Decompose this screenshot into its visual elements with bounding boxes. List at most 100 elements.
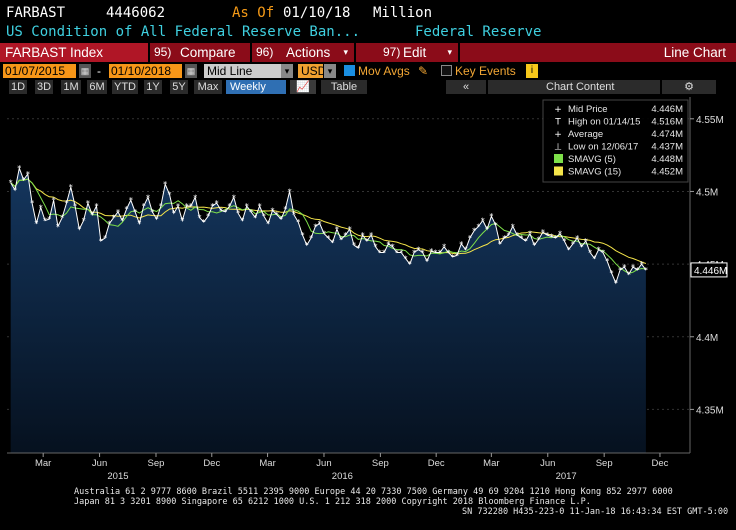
period-ytd[interactable]: YTD [112, 80, 138, 94]
price-point-marker: * [562, 237, 566, 246]
price-point-marker: * [69, 183, 73, 192]
currency-dropdown[interactable]: USD [298, 64, 326, 78]
price-point-marker: * [438, 248, 442, 257]
unit-label: Million [373, 5, 433, 21]
description-row: US Condition of All Federal Reserve Ban.… [0, 24, 736, 44]
price-point-marker: * [567, 246, 571, 255]
price-point-marker: * [180, 217, 184, 226]
price-point-marker: * [515, 231, 519, 240]
start-date-field[interactable]: 01/07/2015 [3, 64, 76, 78]
mode-dropdown[interactable]: Mid Line [204, 64, 292, 78]
period-6m[interactable]: 6M [87, 80, 107, 94]
price-point-marker: * [9, 179, 13, 188]
price-point-marker: * [22, 176, 26, 185]
x-month-label: Jun [540, 458, 555, 469]
price-point-marker: * [167, 190, 171, 199]
period-1d[interactable]: 1D [9, 80, 27, 94]
frequency-dropdown[interactable]: Weekly [226, 80, 286, 94]
legend-low-marker-icon: ⊥ [554, 143, 562, 153]
price-point-marker: * [610, 269, 614, 278]
price-point-marker: * [476, 222, 480, 231]
price-point-marker: * [507, 231, 511, 240]
start-calendar-icon[interactable]: ▦ [79, 64, 91, 78]
price-point-marker: * [571, 240, 575, 249]
edit-button[interactable]: 97) Edit ▾ [356, 43, 458, 62]
legend-smavg15-swatch [554, 166, 563, 176]
legend-smavg15-label: SMAVG (15) [568, 167, 621, 178]
period-1m[interactable]: 1M [61, 80, 81, 94]
price-point-marker: * [159, 202, 163, 211]
legend-average-label: Average [568, 129, 603, 140]
mov-avgs-checkbox[interactable] [344, 65, 355, 76]
legend-mid-price-label: Mid Price [568, 104, 608, 115]
price-point-marker: * [185, 202, 189, 211]
index-field[interactable]: FARBAST Index [0, 43, 148, 62]
x-month-label: Sep [596, 458, 613, 469]
price-point-marker: * [305, 241, 309, 250]
price-point-marker: * [52, 196, 56, 205]
legend-smavg5-value: 4.448M [651, 154, 683, 165]
as-of-date: 01/10/18 [283, 5, 351, 21]
chart-content-button[interactable]: Chart Content [488, 80, 660, 94]
price-point-marker: * [365, 237, 369, 246]
compare-button[interactable]: 95) Compare [150, 43, 250, 62]
actions-label: Actions [286, 45, 331, 60]
period-1y[interactable]: 1Y [144, 80, 162, 94]
chart-style-icon[interactable]: 📈 [290, 80, 316, 94]
end-date-field[interactable]: 01/10/2018 [109, 64, 182, 78]
legend-average-value: 4.474M [651, 129, 683, 140]
collapse-panel-icon[interactable]: « [446, 80, 486, 94]
price-point-marker: * [614, 279, 618, 288]
mode-dropdown-caret-icon[interactable]: ▾ [281, 64, 293, 78]
price-point-marker: * [292, 211, 296, 220]
actions-key: 96) [256, 45, 274, 59]
key-events-checkbox[interactable] [441, 65, 452, 76]
y-tick-label: 4.35M [696, 405, 724, 416]
price-point-marker: * [142, 202, 146, 211]
price-point-marker: * [408, 260, 412, 269]
price-point-marker: * [206, 212, 210, 221]
price-point-marker: * [627, 270, 631, 279]
price-point-marker: * [502, 234, 506, 243]
price-point-marker: * [605, 257, 609, 266]
price-point-marker: * [416, 246, 420, 255]
price-point-marker: * [369, 231, 373, 240]
data-source: Federal Reserve [415, 24, 542, 40]
price-chart: ********* ************* ******************… [7, 97, 728, 482]
settings-gear-icon[interactable]: ⚙ [662, 80, 716, 94]
price-point-marker: * [210, 202, 214, 211]
x-month-label: Jun [92, 458, 107, 469]
actions-button[interactable]: 96) Actions ▾ [252, 43, 354, 62]
price-point-marker: * [455, 251, 459, 260]
x-month-label: Sep [148, 458, 165, 469]
period-5y[interactable]: 5Y [170, 80, 188, 94]
key-events-label: Key Events [455, 64, 516, 78]
y-tick-label: 4.5M [696, 187, 718, 198]
info-icon[interactable]: i [526, 64, 538, 78]
period-max[interactable]: Max [194, 80, 222, 94]
pencil-icon[interactable]: ✎ [418, 64, 429, 78]
price-point-marker: * [202, 218, 206, 227]
footer-phones-line2: Japan 81 3 3201 8900 Singapore 65 6212 1… [74, 497, 591, 507]
price-point-marker: * [472, 227, 476, 236]
price-point-marker: * [146, 193, 150, 202]
price-point-marker: * [137, 219, 141, 228]
end-calendar-icon[interactable]: ▦ [185, 64, 197, 78]
price-point-marker: * [163, 180, 167, 189]
x-month-label: Dec [428, 458, 445, 469]
chart-type-field[interactable]: Line Chart [460, 43, 736, 62]
price-point-marker: * [425, 257, 429, 266]
legend-low-value: 4.437M [651, 142, 683, 153]
period-3d[interactable]: 3D [35, 80, 53, 94]
price-point-marker: * [77, 225, 81, 234]
price-point-marker: * [309, 234, 313, 243]
current-value-label: 4.446M [694, 266, 727, 277]
table-button[interactable]: Table [321, 80, 367, 94]
price-point-marker: * [120, 217, 124, 226]
price-point-marker: * [30, 199, 34, 208]
index-label: FARBAST Index [5, 45, 104, 60]
x-month-label: Mar [35, 458, 51, 469]
price-point-marker: * [47, 215, 51, 224]
currency-caret-icon[interactable]: ▾ [324, 64, 336, 78]
price-point-marker: * [73, 202, 77, 211]
